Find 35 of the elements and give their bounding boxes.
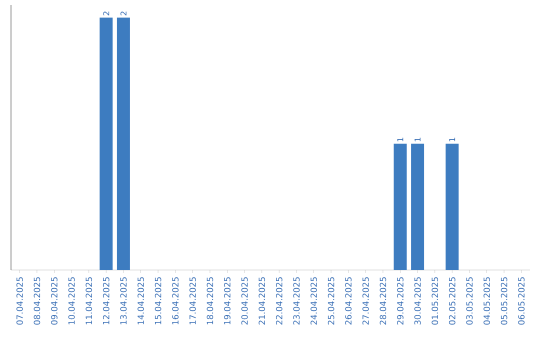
- data-label: 2: [120, 12, 126, 16]
- data-label: 1: [449, 138, 456, 142]
- x-tick-label: 20.04.2025: [241, 277, 248, 325]
- x-tick-label: 11.04.2025: [86, 277, 92, 324]
- data-label: 1: [414, 138, 420, 142]
- x-tick-label: 02.05.2025: [448, 277, 456, 325]
- x-tick-label: 23.04.2025: [293, 277, 300, 325]
- x-tick-label: 27.04.2025: [362, 277, 369, 325]
- x-tick-label: 19.04.2025: [224, 277, 230, 324]
- x-tick-label: 30.04.2025: [414, 277, 421, 325]
- x-tick-label: 25.04.2025: [328, 277, 334, 325]
- x-tick-label: 05.05.2025: [500, 277, 508, 325]
- x-tick-label: 14.04.2025: [138, 277, 144, 324]
- x-tick-label: 03.05.2025: [466, 277, 473, 325]
- data-label: 2: [103, 12, 110, 16]
- x-tick-label: 18.04.2025: [206, 277, 214, 324]
- x-tick-label: 08.04.2025: [34, 277, 40, 325]
- x-tick-label: 04.05.2025: [484, 277, 490, 325]
- x-tick-label: 16.04.2025: [172, 277, 179, 324]
- x-tick-label: 22.04.2025: [276, 277, 282, 325]
- x-tick-label: 13.04.2025: [120, 277, 127, 324]
- x-tick-label: 24.04.2025: [310, 277, 317, 325]
- data-label: 1: [397, 138, 404, 142]
- x-tick-label: 10.04.2025: [68, 277, 75, 324]
- x-tick-label: 17.04.2025: [189, 277, 196, 324]
- x-tick-label: 15.04.2025: [154, 277, 162, 324]
- x-tick-label: 12.04.2025: [102, 277, 110, 324]
- x-tick-label: 01.05.2025: [432, 277, 438, 325]
- x-tick-label: 07.04.2025: [16, 277, 23, 325]
- x-tick-label: 06.05.2025: [518, 277, 525, 325]
- x-tick-label: 21.04.2025: [258, 277, 266, 325]
- x-tick-label: 26.04.2025: [345, 277, 352, 325]
- x-tick-label: 28.04.2025: [380, 277, 386, 325]
- x-tick-label: 09.04.2025: [51, 277, 58, 325]
- x-tick-label: 29.04.2025: [397, 277, 404, 325]
